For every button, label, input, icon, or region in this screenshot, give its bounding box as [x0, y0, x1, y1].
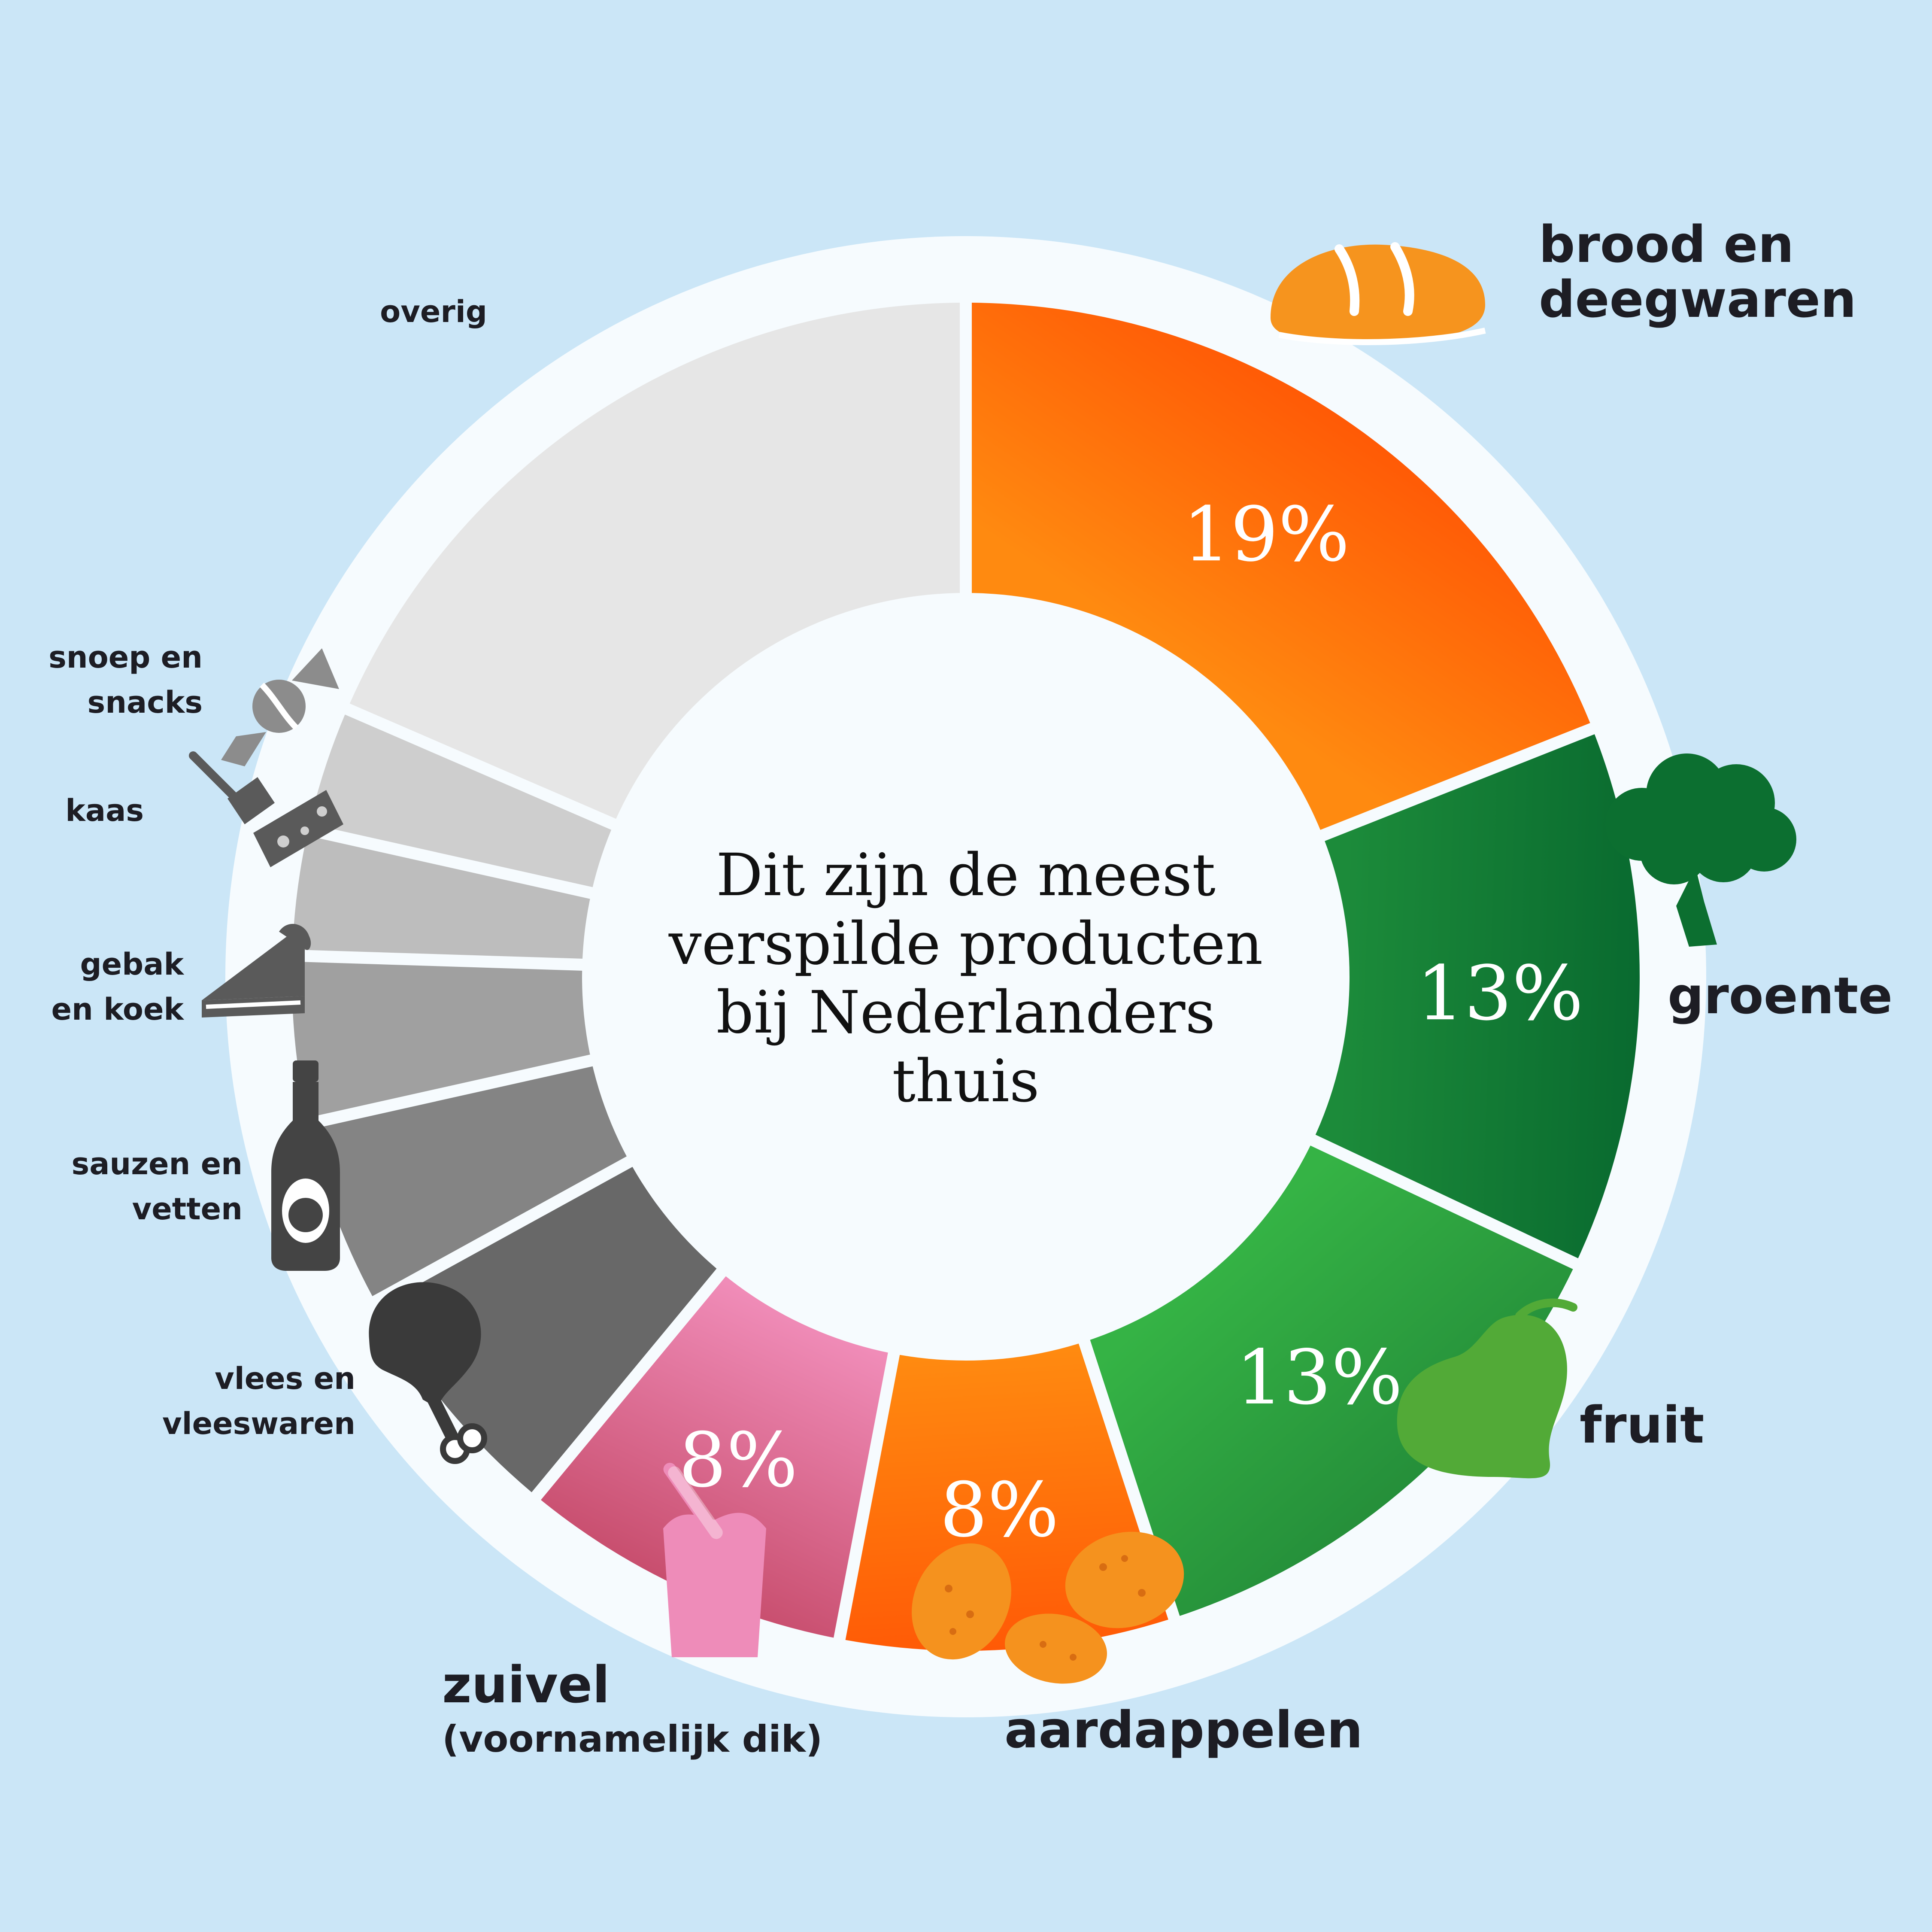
percentage-label: 13%: [1236, 1334, 1403, 1422]
slice-vlees: [378, 1164, 721, 1492]
cheese-icon: [189, 751, 343, 867]
pear-icon: [1397, 1298, 1577, 1479]
category-label: kaas: [65, 793, 144, 828]
category-label: (voornamelijk dik): [442, 1718, 822, 1761]
category-label: snacks: [88, 685, 203, 720]
bottle-icon: [271, 1060, 340, 1271]
slice-snoep: [309, 714, 617, 889]
bread-icon: [1271, 242, 1486, 345]
slice-brood: [971, 303, 1590, 832]
category-label: deegwaren: [1539, 270, 1856, 329]
cake-icon: [202, 923, 311, 1018]
category-label: snoep en: [49, 640, 203, 675]
slice-groente: [1310, 734, 1640, 1258]
category-label: brood en: [1539, 215, 1794, 274]
icons: [189, 242, 1796, 1684]
category-label: gebak: [80, 947, 185, 982]
slice-overig: [349, 303, 960, 821]
percentage-label: 8%: [940, 1467, 1059, 1554]
category-label: en koek: [52, 992, 185, 1027]
category-label: fruit: [1580, 1395, 1704, 1455]
center-title-line: thuis: [892, 1048, 1039, 1115]
slice-gebak: [292, 961, 596, 1118]
category-label: sauzen en: [72, 1146, 243, 1182]
percentage-label: 13%: [1416, 950, 1583, 1037]
yogurt-icon: [663, 1463, 766, 1657]
category-label: groente: [1668, 966, 1893, 1025]
category-label: vetten: [132, 1191, 243, 1227]
slices: [292, 303, 1640, 1651]
drumstick-icon: [369, 1282, 487, 1464]
percentage-label: 19%: [1183, 491, 1350, 578]
percentage-label: 8%: [679, 1417, 798, 1504]
slice-fruit: [1088, 1143, 1573, 1616]
category-label: zuivel: [442, 1655, 610, 1714]
center-title-line: verspilde producten: [668, 910, 1263, 978]
candy-icon: [221, 648, 339, 766]
percentage-labels: 19% 13% 13% 8% 8%: [679, 491, 1583, 1554]
center-disc: [582, 593, 1350, 1361]
slice-kaas: [292, 835, 596, 959]
category-label: vleeswaren: [162, 1406, 355, 1441]
slice-zuivel: [541, 1271, 889, 1638]
category-label: aardappelen: [1004, 1700, 1363, 1759]
broccoli-icon: [1605, 753, 1796, 947]
category-label: overig: [380, 294, 487, 329]
center-title-line: Dit zijn de meest: [716, 841, 1216, 909]
center-title-line: bij Nederlanders: [716, 979, 1216, 1047]
slice-sauzen: [309, 1065, 632, 1297]
category-label: vlees en: [215, 1361, 355, 1396]
potato-icon: [912, 1531, 1184, 1684]
